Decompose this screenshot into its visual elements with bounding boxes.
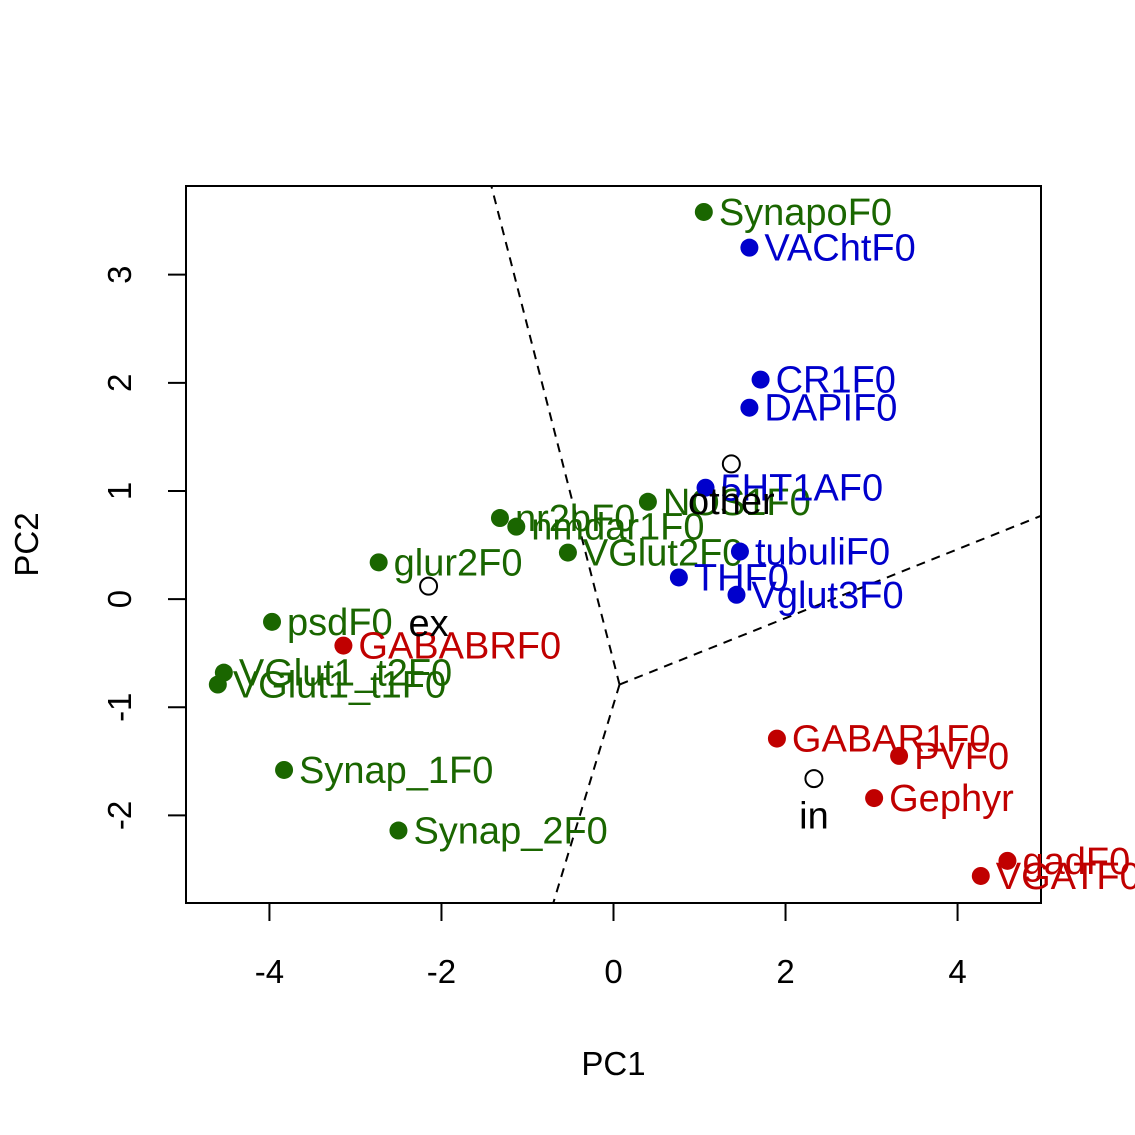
point-label: gadF0 [1022, 841, 1130, 883]
y-axis-title: PC2 [8, 512, 45, 576]
point-label: VAChtF0 [764, 228, 915, 270]
x-tick-label: 4 [948, 953, 966, 990]
data-point [890, 746, 909, 765]
boundary-line-3 [552, 684, 621, 904]
centroid-marker [419, 576, 439, 596]
point-label: VGlut1_t2F0 [239, 653, 452, 695]
x-tick-label: 2 [776, 953, 794, 990]
data-point [638, 492, 657, 511]
data-point [669, 568, 688, 587]
point-label: VGlut1_t1F0 [233, 665, 446, 707]
point-label: PVF0 [914, 736, 1009, 778]
centroids: ex other in [408, 454, 829, 838]
x-tick-label: 0 [604, 953, 622, 990]
point-label: NOS1F0 [663, 482, 811, 524]
data-point [740, 398, 759, 417]
boundary-line-1 [490, 185, 621, 685]
y-tick-label: 0 [101, 590, 138, 608]
point-label: 5HT1AF0 [721, 468, 884, 510]
data-point [490, 509, 509, 528]
point-label: nmdar1F0 [531, 507, 704, 549]
point-label: SynapoF0 [719, 192, 892, 234]
x-tick-label: -2 [427, 953, 456, 990]
centroid-label: other [688, 481, 775, 523]
y-tick-label: -1 [101, 693, 138, 722]
x-tick-label: -4 [255, 953, 284, 990]
axes: -4 -2 0 2 4 -2 -1 0 1 2 3 [101, 265, 967, 990]
data-point [751, 370, 770, 389]
data-point [275, 760, 294, 779]
data-point [971, 866, 990, 885]
centroid-label: in [799, 796, 829, 838]
y-tick-label: -2 [101, 801, 138, 830]
x-axis-title: PC1 [581, 1045, 645, 1082]
data-point [767, 729, 786, 748]
point-label: CR1F0 [776, 360, 896, 402]
data-point [730, 542, 749, 561]
point-label: DAPIF0 [764, 388, 897, 430]
data-point [389, 821, 408, 840]
series-other: VAChtF0CR1F0DAPIF05HT1AF0tubuliF0THF0Vgl… [669, 228, 916, 617]
point-label: nr2bF0 [515, 498, 635, 540]
data-point [369, 553, 388, 572]
y-tick-label: 1 [101, 482, 138, 500]
point-label: Synap_2F0 [413, 811, 607, 853]
data-point [208, 675, 227, 694]
point-label: Vglut3F0 [752, 575, 904, 617]
centroid-marker [804, 769, 824, 789]
point-label: GABABRF0 [358, 626, 561, 668]
y-tick-label: 2 [101, 374, 138, 392]
data-point [507, 517, 526, 536]
data-point [696, 478, 715, 497]
point-label: VGATF0 [996, 856, 1135, 898]
data-point [263, 612, 282, 631]
centroid-label: ex [408, 603, 448, 645]
data-point [727, 585, 746, 604]
centroid-marker [721, 454, 741, 474]
point-label: psdF0 [287, 602, 393, 644]
boundary-line-2 [619, 514, 1042, 686]
point-label: VGlut2F0 [583, 533, 744, 575]
data-point [694, 202, 713, 221]
point-label: Gephyr [889, 778, 1014, 820]
data-point [558, 543, 577, 562]
point-label: Synap_1F0 [299, 750, 493, 792]
data-point [998, 851, 1017, 870]
data-point [740, 238, 759, 257]
point-label: tubuliF0 [755, 532, 890, 574]
data-point [865, 789, 884, 808]
point-label: glur2F0 [394, 542, 523, 584]
decision-boundaries [490, 185, 1042, 904]
data-point [334, 636, 353, 655]
y-tick-label: 3 [101, 265, 138, 283]
